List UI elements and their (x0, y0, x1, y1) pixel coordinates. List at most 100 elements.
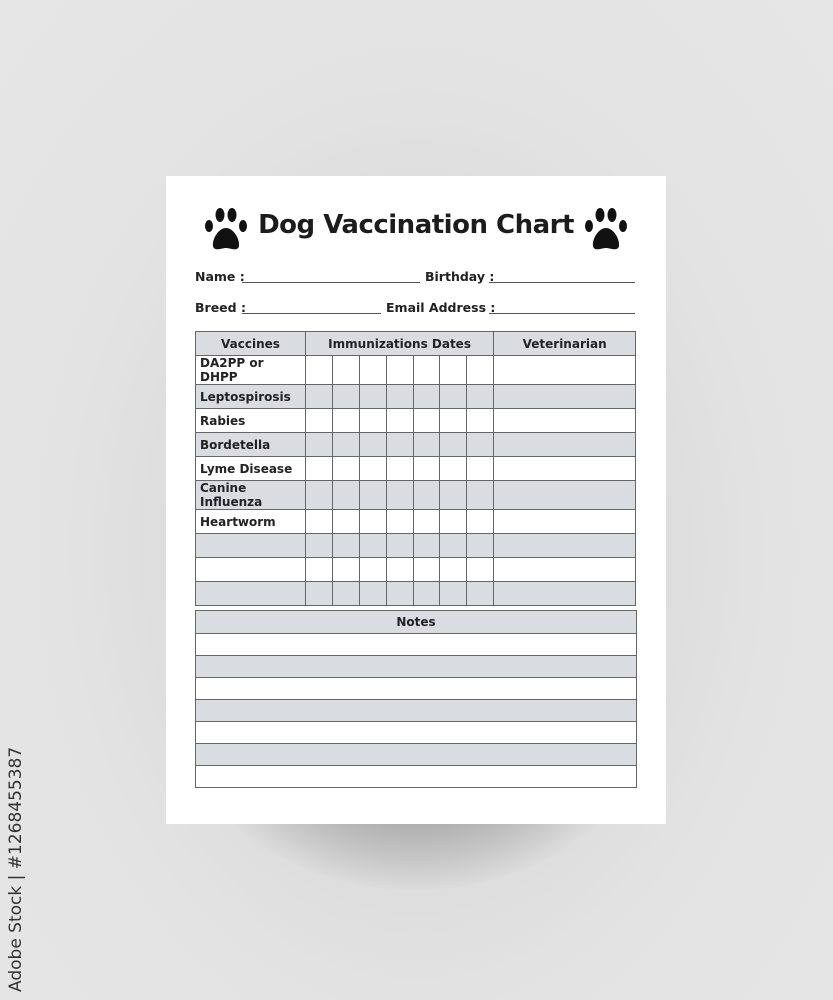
date-cell[interactable] (358, 509, 387, 534)
date-cell[interactable] (439, 557, 468, 582)
date-cell[interactable] (358, 557, 387, 582)
date-cell[interactable] (331, 480, 360, 510)
date-cell[interactable] (439, 533, 468, 558)
date-cell[interactable] (412, 408, 441, 433)
veterinarian-cell[interactable] (493, 480, 636, 510)
date-cell[interactable] (331, 581, 360, 606)
date-cell[interactable] (385, 384, 414, 409)
date-cell[interactable] (412, 480, 441, 510)
date-cell[interactable] (358, 355, 387, 385)
notes-row (195, 765, 637, 788)
veterinarian-cell[interactable] (493, 384, 636, 409)
date-cell[interactable] (412, 384, 441, 409)
date-cell[interactable] (466, 456, 495, 481)
table-row: Bordetella (195, 432, 636, 457)
date-cell[interactable] (358, 533, 387, 558)
date-cell[interactable] (304, 509, 333, 534)
veterinarian-cell[interactable] (493, 533, 636, 558)
date-cell[interactable] (331, 432, 360, 457)
date-cell[interactable] (412, 432, 441, 457)
notes-cell[interactable] (195, 743, 637, 766)
date-cell[interactable] (385, 533, 414, 558)
date-cell[interactable] (439, 581, 468, 606)
date-cell[interactable] (412, 456, 441, 481)
date-cell[interactable] (466, 533, 495, 558)
date-cell[interactable] (466, 432, 495, 457)
table-row: Leptospirosis (195, 384, 636, 409)
veterinarian-cell[interactable] (493, 355, 636, 385)
date-cell[interactable] (466, 355, 495, 385)
notes-cell[interactable] (195, 655, 637, 678)
date-cell[interactable] (304, 456, 333, 481)
date-cell[interactable] (466, 408, 495, 433)
vaccine-name: Heartworm (195, 509, 306, 534)
notes-cell[interactable] (195, 699, 637, 722)
date-cell[interactable] (304, 581, 333, 606)
date-cell[interactable] (439, 355, 468, 385)
date-cell[interactable] (439, 480, 468, 510)
date-cell[interactable] (385, 557, 414, 582)
date-cell[interactable] (466, 384, 495, 409)
date-cell[interactable] (331, 509, 360, 534)
date-cell[interactable] (385, 581, 414, 606)
date-cell[interactable] (331, 355, 360, 385)
veterinarian-cell[interactable] (493, 509, 636, 534)
veterinarian-cell[interactable] (493, 432, 636, 457)
date-cell[interactable] (466, 509, 495, 534)
vaccine-name (195, 533, 306, 558)
notes-cell[interactable] (195, 677, 637, 700)
date-cell[interactable] (331, 408, 360, 433)
notes-cell[interactable] (195, 721, 637, 744)
veterinarian-cell[interactable] (493, 408, 636, 433)
date-cell[interactable] (439, 384, 468, 409)
date-cell[interactable] (439, 509, 468, 534)
date-cell[interactable] (358, 456, 387, 481)
date-cell[interactable] (385, 456, 414, 481)
date-cell[interactable] (466, 581, 495, 606)
notes-cell[interactable] (195, 633, 637, 656)
birthday-field[interactable] (489, 282, 635, 283)
veterinarian-cell[interactable] (493, 581, 636, 606)
table-row: DA2PP or DHPP (195, 355, 636, 385)
date-cell[interactable] (358, 432, 387, 457)
date-cell[interactable] (412, 557, 441, 582)
date-cell[interactable] (412, 355, 441, 385)
table-row: Rabies (195, 408, 636, 433)
date-cell[interactable] (331, 384, 360, 409)
date-cell[interactable] (412, 581, 441, 606)
date-cell[interactable] (412, 533, 441, 558)
notes-cell[interactable] (195, 765, 637, 788)
veterinarian-cell[interactable] (493, 456, 636, 481)
breed-field[interactable] (242, 313, 381, 314)
date-cell[interactable] (439, 432, 468, 457)
date-cell[interactable] (304, 408, 333, 433)
date-cell[interactable] (412, 509, 441, 534)
date-cell[interactable] (304, 557, 333, 582)
notes-row (195, 721, 637, 744)
date-cell[interactable] (385, 355, 414, 385)
vaccine-name: Bordetella (195, 432, 306, 457)
name-field[interactable] (242, 282, 420, 283)
date-cell[interactable] (439, 456, 468, 481)
date-cell[interactable] (439, 408, 468, 433)
date-cell[interactable] (385, 408, 414, 433)
date-cell[interactable] (466, 557, 495, 582)
date-cell[interactable] (304, 432, 333, 457)
veterinarian-cell[interactable] (493, 557, 636, 582)
date-cell[interactable] (385, 509, 414, 534)
date-cell[interactable] (331, 557, 360, 582)
date-cell[interactable] (385, 480, 414, 510)
date-cell[interactable] (358, 384, 387, 409)
date-cell[interactable] (304, 384, 333, 409)
date-cell[interactable] (304, 533, 333, 558)
email-field[interactable] (489, 313, 635, 314)
date-cell[interactable] (331, 533, 360, 558)
date-cell[interactable] (358, 480, 387, 510)
date-cell[interactable] (358, 581, 387, 606)
date-cell[interactable] (304, 480, 333, 510)
date-cell[interactable] (385, 432, 414, 457)
date-cell[interactable] (304, 355, 333, 385)
date-cell[interactable] (466, 480, 495, 510)
date-cell[interactable] (331, 456, 360, 481)
date-cell[interactable] (358, 408, 387, 433)
